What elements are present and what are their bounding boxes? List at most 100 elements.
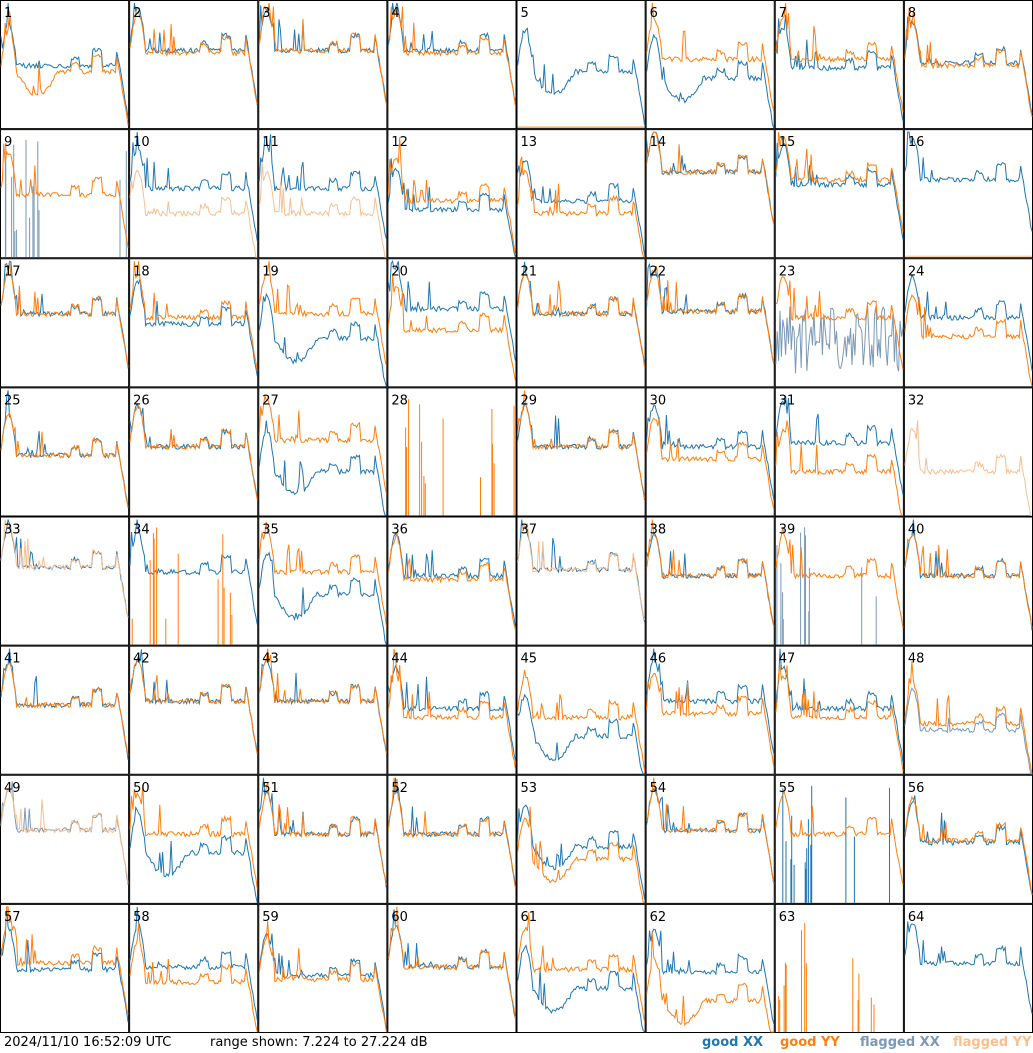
panel-45: 45 [516, 645, 646, 775]
panel-label: 60 [391, 910, 408, 925]
panel-25: 25 [0, 387, 130, 517]
panel-frame [516, 387, 646, 517]
panel-frame [258, 387, 388, 517]
panel-label: 48 [908, 652, 925, 667]
panel-frame [516, 0, 646, 130]
series-xx-good [387, 260, 516, 362]
panel-frame [774, 774, 904, 904]
panel-frame [516, 645, 646, 775]
series-yy-flagged [517, 522, 646, 621]
panel-frame [0, 387, 130, 517]
panel-label: 62 [650, 910, 667, 925]
panel-8: 8 [903, 0, 1033, 130]
panel-label: 41 [4, 652, 21, 667]
series-yy-flagged [258, 161, 387, 258]
panel-label: 8 [908, 6, 916, 21]
panel-frame [516, 774, 646, 904]
series-yy-good [129, 404, 258, 500]
panel-label: 42 [133, 652, 150, 667]
series-xx-good [775, 14, 904, 121]
panel-frame [903, 516, 1033, 646]
panel-6: 6 [645, 0, 775, 130]
panel-32: 32 [903, 387, 1033, 517]
panel-label: 40 [908, 523, 925, 538]
panel-31: 31 [774, 387, 904, 517]
panel-label: 54 [650, 781, 667, 796]
panel-frame [903, 645, 1033, 775]
panel-frame [645, 774, 775, 904]
panel-26: 26 [129, 387, 259, 517]
series-xx-good [387, 664, 516, 761]
series-xx-good [646, 263, 775, 365]
panel-frame [0, 258, 130, 388]
panel-37: 37 [516, 516, 646, 646]
timestamp: 2024/11/10 16:52:09 UTC [4, 1035, 172, 1050]
panel-35: 35 [258, 516, 388, 646]
series-yy-good [904, 7, 1033, 117]
series-xx-good [129, 906, 258, 1021]
panel-10: 10 [129, 129, 259, 259]
panel-13: 13 [516, 129, 646, 259]
panel-18: 18 [129, 258, 259, 388]
series-xx-good [775, 142, 904, 240]
legend-flagged-yy: flagged YY [953, 1035, 1032, 1050]
panel-label: 36 [391, 523, 408, 538]
series-xx-good [129, 132, 258, 242]
panel-55: 55 [774, 774, 904, 904]
series-xx-good [387, 158, 516, 258]
series-xx-good [904, 273, 1033, 371]
panel-39: 39 [774, 516, 904, 646]
series-yy-good [646, 2, 775, 112]
series-yy-good [387, 531, 516, 631]
panel-label: 43 [262, 652, 279, 667]
panel-frame [774, 645, 904, 775]
series-yy-good [258, 781, 387, 886]
panel-label: 9 [4, 135, 12, 150]
panel-28: 28 [387, 387, 517, 517]
panel-frame [516, 258, 646, 388]
panel-47: 47 [774, 645, 904, 775]
panel-61: 61 [516, 903, 646, 1033]
panel-frame [645, 387, 775, 517]
panel-frame [258, 258, 388, 388]
series-xx-flagged [4, 139, 127, 258]
series-yy-good [775, 527, 904, 628]
panel-9: 9 [0, 129, 130, 259]
panel-frame [0, 645, 130, 775]
panel-64: 64 [903, 903, 1033, 1033]
panel-24: 24 [903, 258, 1033, 388]
panel-label: 57 [4, 910, 21, 925]
panel-label: 38 [650, 523, 667, 538]
panel-frame [258, 774, 388, 904]
panel-label: 59 [262, 910, 279, 925]
series-yy-good [0, 411, 129, 508]
panel-label: 45 [521, 652, 538, 667]
series-yy-flagged [129, 169, 258, 258]
series-yy-good [646, 777, 775, 884]
panel-frame [903, 129, 1033, 259]
series-xx-good [646, 648, 775, 754]
series-xx-good [904, 795, 1033, 895]
panel-frame [645, 0, 775, 130]
series-yy-good [0, 906, 129, 1015]
panel-frame [129, 258, 259, 388]
panel-label: 52 [391, 781, 408, 796]
panel-49: 49 [0, 774, 130, 904]
panel-7: 7 [774, 0, 904, 130]
panel-label: 32 [908, 393, 925, 408]
panel-63: 63 [774, 903, 904, 1033]
panel-label: 23 [779, 264, 796, 279]
panel-frame [903, 774, 1033, 904]
panel-1: 1 [0, 0, 130, 130]
series-xx-good [129, 278, 258, 377]
panel-12: 12 [387, 129, 517, 259]
series-xx-good [775, 395, 904, 495]
panel-label: 53 [521, 781, 538, 796]
panel-frame [258, 516, 388, 646]
series-yy-good [129, 923, 258, 1033]
series-xx-good [258, 5, 387, 104]
panel-5: 5 [516, 0, 646, 130]
panel-19: 19 [258, 258, 388, 388]
panel-2: 2 [129, 0, 259, 130]
series-yy-good [0, 261, 129, 368]
